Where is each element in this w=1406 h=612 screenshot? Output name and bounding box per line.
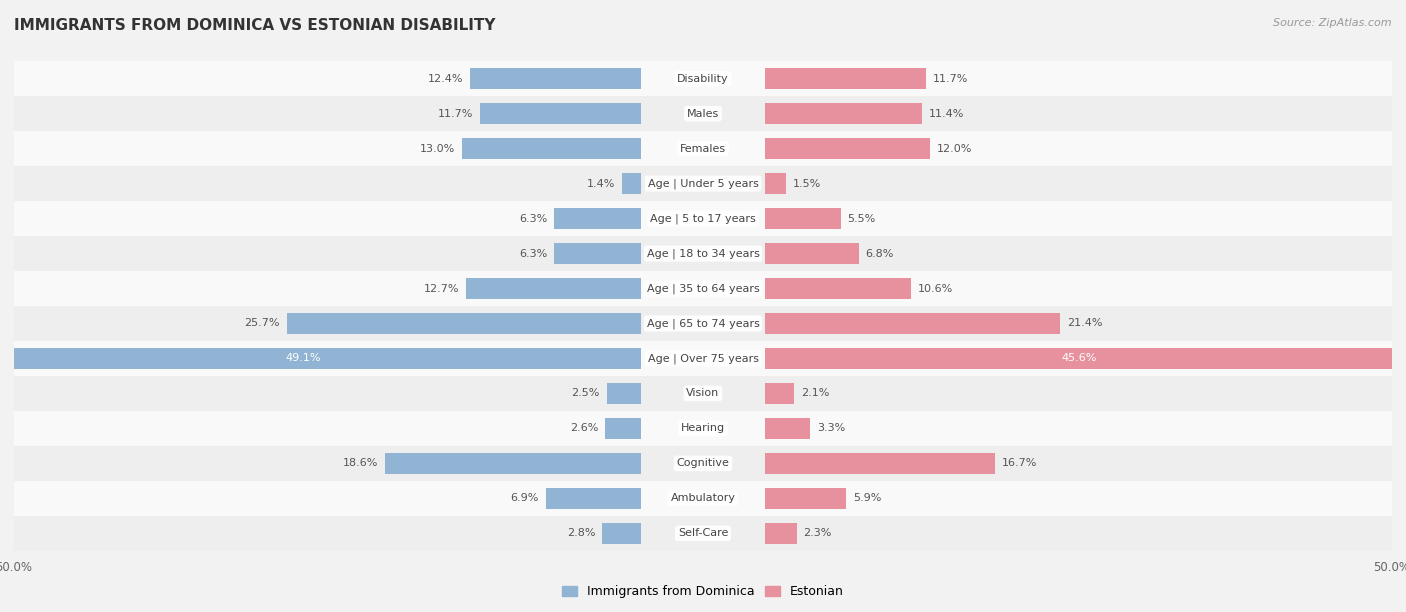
Bar — [765, 453, 995, 474]
Bar — [461, 138, 641, 159]
Bar — [14, 306, 1392, 341]
Bar — [765, 488, 846, 509]
Text: 16.7%: 16.7% — [1002, 458, 1038, 468]
Bar — [605, 418, 641, 439]
Text: 2.5%: 2.5% — [571, 389, 599, 398]
Text: Age | 65 to 74 years: Age | 65 to 74 years — [647, 318, 759, 329]
Bar — [765, 138, 931, 159]
Bar — [765, 383, 794, 404]
Bar — [765, 278, 911, 299]
Text: Females: Females — [681, 144, 725, 154]
Text: Age | 18 to 34 years: Age | 18 to 34 years — [647, 248, 759, 259]
Bar — [546, 488, 641, 509]
Bar — [14, 131, 1392, 166]
Text: Self-Care: Self-Care — [678, 528, 728, 539]
Text: 18.6%: 18.6% — [343, 458, 378, 468]
Text: 25.7%: 25.7% — [245, 318, 280, 329]
Text: Hearing: Hearing — [681, 424, 725, 433]
Text: 13.0%: 13.0% — [420, 144, 456, 154]
Bar — [14, 376, 1392, 411]
Text: 11.7%: 11.7% — [934, 73, 969, 84]
Text: 5.5%: 5.5% — [848, 214, 876, 223]
Bar — [765, 313, 1060, 334]
Text: IMMIGRANTS FROM DOMINICA VS ESTONIAN DISABILITY: IMMIGRANTS FROM DOMINICA VS ESTONIAN DIS… — [14, 18, 495, 34]
Text: Age | 5 to 17 years: Age | 5 to 17 years — [650, 214, 756, 224]
Text: Age | 35 to 64 years: Age | 35 to 64 years — [647, 283, 759, 294]
Text: Ambulatory: Ambulatory — [671, 493, 735, 503]
Bar — [14, 96, 1392, 131]
Bar — [14, 446, 1392, 481]
Bar — [765, 523, 797, 544]
Text: Source: ZipAtlas.com: Source: ZipAtlas.com — [1274, 18, 1392, 28]
Bar — [465, 278, 641, 299]
Text: 2.6%: 2.6% — [569, 424, 599, 433]
Bar — [287, 313, 641, 334]
Bar — [470, 68, 641, 89]
Text: 21.4%: 21.4% — [1067, 318, 1102, 329]
Text: 11.7%: 11.7% — [437, 109, 472, 119]
Text: 6.3%: 6.3% — [519, 214, 547, 223]
Text: 12.4%: 12.4% — [427, 73, 463, 84]
Bar — [385, 453, 641, 474]
Text: Vision: Vision — [686, 389, 720, 398]
Text: 12.0%: 12.0% — [938, 144, 973, 154]
Bar — [765, 173, 786, 194]
Text: Age | Under 5 years: Age | Under 5 years — [648, 178, 758, 189]
Text: 11.4%: 11.4% — [929, 109, 965, 119]
Bar — [14, 201, 1392, 236]
Text: Age | Over 75 years: Age | Over 75 years — [648, 353, 758, 364]
Text: Cognitive: Cognitive — [676, 458, 730, 468]
Bar — [765, 103, 922, 124]
Bar — [554, 243, 641, 264]
Bar — [765, 208, 841, 229]
Text: 2.3%: 2.3% — [804, 528, 832, 539]
Bar — [554, 208, 641, 229]
Bar — [0, 348, 641, 369]
Bar — [14, 341, 1392, 376]
Bar — [765, 348, 1393, 369]
Text: 12.7%: 12.7% — [423, 283, 460, 294]
Text: 2.1%: 2.1% — [801, 389, 830, 398]
Bar — [14, 411, 1392, 446]
Bar — [14, 481, 1392, 516]
Text: Males: Males — [688, 109, 718, 119]
Text: 6.3%: 6.3% — [519, 248, 547, 258]
Bar — [621, 173, 641, 194]
Bar — [14, 61, 1392, 96]
Text: 2.8%: 2.8% — [567, 528, 596, 539]
Text: 6.9%: 6.9% — [510, 493, 538, 503]
Bar — [14, 516, 1392, 551]
Bar — [602, 523, 641, 544]
Text: 45.6%: 45.6% — [1062, 354, 1097, 364]
Bar — [14, 236, 1392, 271]
Bar — [606, 383, 641, 404]
Bar — [765, 243, 859, 264]
Legend: Immigrants from Dominica, Estonian: Immigrants from Dominica, Estonian — [557, 580, 849, 603]
Text: 1.4%: 1.4% — [586, 179, 614, 188]
Text: 6.8%: 6.8% — [866, 248, 894, 258]
Text: 10.6%: 10.6% — [918, 283, 953, 294]
Bar — [765, 418, 810, 439]
Bar — [479, 103, 641, 124]
Bar — [14, 271, 1392, 306]
Text: 49.1%: 49.1% — [285, 354, 321, 364]
Text: 5.9%: 5.9% — [853, 493, 882, 503]
Text: 3.3%: 3.3% — [817, 424, 845, 433]
Bar — [765, 68, 927, 89]
Bar — [14, 166, 1392, 201]
Text: Disability: Disability — [678, 73, 728, 84]
Text: 1.5%: 1.5% — [793, 179, 821, 188]
